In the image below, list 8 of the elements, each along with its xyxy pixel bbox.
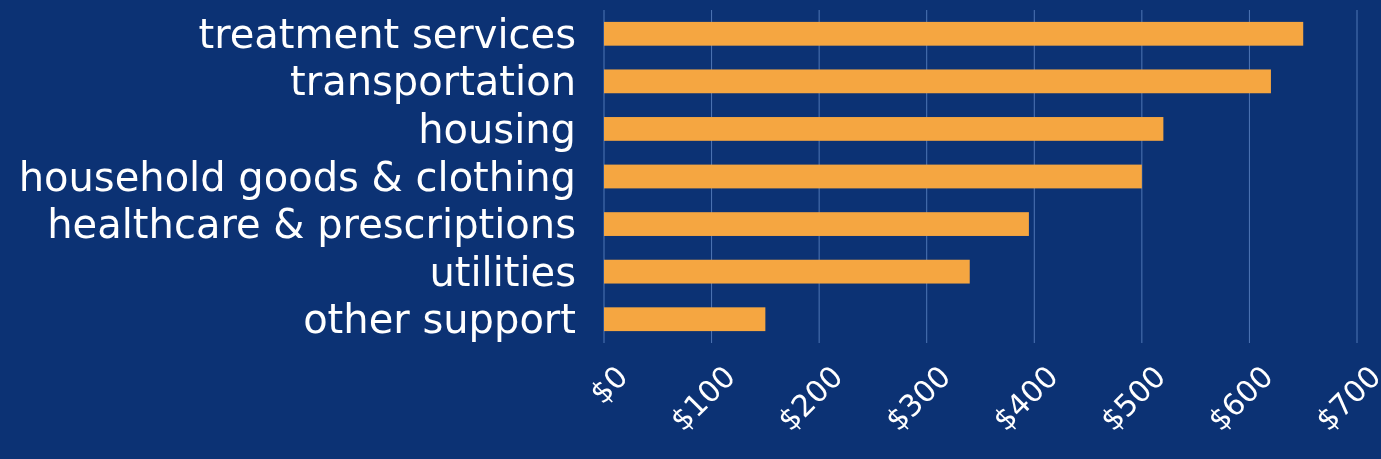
y-tick-label: treatment services [198, 10, 576, 57]
y-tick-label: housing [418, 105, 576, 152]
y-tick-label: healthcare & prescriptions [47, 201, 576, 248]
y-tick-label: transportation [290, 58, 576, 105]
x-tick-label: $0 [582, 358, 635, 411]
y-tick-label: utilities [429, 248, 576, 295]
y-tick-label: other support [303, 296, 576, 343]
y-tick-label: household goods & clothing [18, 153, 576, 200]
